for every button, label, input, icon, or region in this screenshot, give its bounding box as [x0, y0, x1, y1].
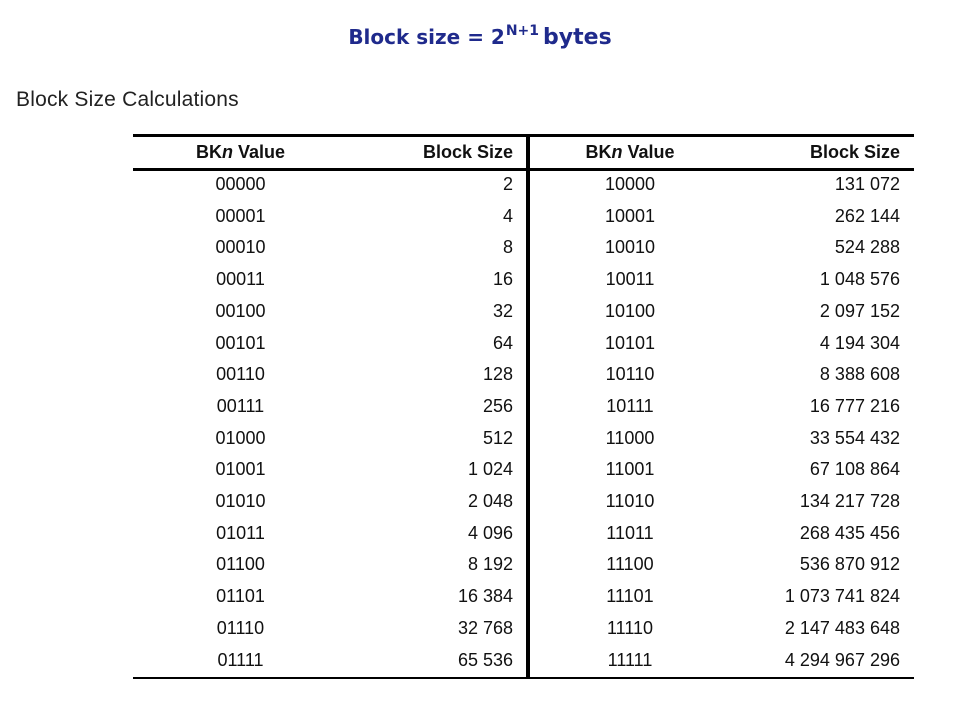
- table-row: 00001 4 10001 262 144: [133, 203, 914, 235]
- column-divider: [526, 137, 530, 677]
- block-size-cell: 2: [502, 174, 513, 194]
- bkn-value-cell: 11011: [606, 522, 654, 543]
- block-size-cell: 32 768: [457, 617, 513, 638]
- bkn-value-cell: 00010: [215, 237, 266, 258]
- bkn-value-cell: 01101: [216, 586, 265, 607]
- block-size-cell: 1 024: [467, 459, 513, 480]
- block-size-cell: 8 388 608: [819, 364, 900, 385]
- header-bkn-value-right: BKn Value: [585, 142, 675, 162]
- title-unit: bytes: [543, 25, 612, 50]
- block-size-cell: 67 108 864: [809, 459, 900, 480]
- block-size-cell: 262 144: [834, 205, 900, 226]
- block-size-cell: 1 048 576: [819, 269, 900, 290]
- block-size-cell: 128: [482, 364, 513, 385]
- block-size-cell: 8 192: [467, 554, 513, 575]
- bkn-value-cell: 11101: [606, 586, 654, 607]
- title-prefix: Block size = 2: [348, 25, 505, 49]
- section-heading: Block Size Calculations: [16, 88, 239, 111]
- table-row: 00100 32 10100 2 097 152: [133, 298, 914, 330]
- block-size-cell: 8: [502, 237, 513, 258]
- block-size-cell: 16 777 216: [809, 395, 900, 416]
- block-size-cell: 524 288: [834, 237, 900, 258]
- block-size-cell: 4: [502, 205, 513, 226]
- table-row: 00111 256 10111 16 777 216: [133, 393, 914, 425]
- block-size-cell: 512: [482, 427, 513, 448]
- header-block-size-left: Block Size: [422, 142, 513, 162]
- bkn-value-cell: 10011: [605, 269, 655, 290]
- table-row: 01010 2 048 11010 134 217 728: [133, 488, 914, 520]
- block-size-cell: 134 217 728: [799, 491, 900, 511]
- bkn-value-cell: 01110: [216, 617, 265, 638]
- title-superscript: N+1: [505, 23, 540, 39]
- bkn-value-cell: 01111: [217, 649, 264, 670]
- bkn-value-cell: 01000: [215, 427, 266, 448]
- table-row: 00010 8 10010 524 288: [133, 234, 914, 266]
- block-size-cell: 2 097 152: [819, 300, 900, 321]
- bkn-value-cell: 00100: [215, 300, 266, 321]
- block-size-cell: 268 435 456: [799, 522, 900, 543]
- table-row: 01000 512 11000 33 554 432: [133, 425, 914, 457]
- bkn-value-cell: 11010: [605, 491, 655, 511]
- bkn-value-cell: 01001: [215, 459, 266, 480]
- block-size-cell: 4 194 304: [819, 332, 900, 353]
- slide-title: Block size = 2N+1 bytes: [0, 22, 960, 55]
- bkn-value-cell: 10000: [604, 174, 656, 194]
- bkn-value-cell: 10101: [604, 332, 656, 353]
- block-size-cell: 2 048: [467, 491, 513, 511]
- block-size-cell: 32: [492, 300, 513, 321]
- header-bkn-value-left: BKn Value: [195, 142, 286, 162]
- block-size-cell: 16: [492, 269, 513, 290]
- block-size-cell: 2 147 483 648: [784, 617, 900, 638]
- block-size-cell: 64: [492, 332, 513, 353]
- bkn-value-cell: 00000: [215, 174, 266, 194]
- block-size-cell: 536 870 912: [799, 554, 900, 575]
- bkn-value-cell: 01010: [215, 491, 266, 511]
- block-size-cell: 4 294 967 296: [784, 649, 900, 670]
- header-block-size-right: Block Size: [809, 142, 900, 162]
- block-size-cell: 33 554 432: [809, 427, 900, 448]
- bkn-value-cell: 00011: [216, 269, 265, 290]
- bkn-value-cell: 11110: [606, 617, 654, 638]
- block-size-cell: 131 072: [834, 174, 900, 194]
- block-size-cell: 256: [482, 395, 513, 416]
- bkn-value-cell: 01100: [216, 554, 265, 575]
- bkn-value-cell: 11001: [605, 459, 655, 480]
- bkn-value-cell: 00101: [215, 332, 266, 353]
- bkn-value-cell: 10100: [604, 300, 656, 321]
- bkn-value-cell: 10110: [605, 364, 655, 385]
- table-row: 01001 1 024 11001 67 108 864: [133, 456, 914, 488]
- bkn-value-cell: 11111: [607, 649, 653, 670]
- bkn-value-cell: 00111: [216, 395, 265, 416]
- bkn-value-cell: 01011: [216, 522, 265, 543]
- table-row: 01101 16 384 11101 1 073 741 824: [133, 583, 914, 615]
- table-row: 01100 8 192 11100 536 870 912: [133, 551, 914, 583]
- bkn-value-cell: 10111: [606, 395, 654, 416]
- bkn-value-cell: 10001: [604, 205, 656, 226]
- bkn-value-cell: 11000: [605, 427, 655, 448]
- block-size-cell: 1 073 741 824: [784, 586, 900, 607]
- table-row: 00101 64 10101 4 194 304: [133, 330, 914, 362]
- table-row: 00011 16 10011 1 048 576: [133, 266, 914, 298]
- table-row: 01011 4 096 11011 268 435 456: [133, 520, 914, 552]
- block-size-cell: 4 096: [467, 522, 513, 543]
- table-row: 00000 2 10000 131 072: [133, 171, 914, 203]
- block-size-cell: 16 384: [457, 586, 513, 607]
- bkn-value-cell: 00110: [216, 364, 265, 385]
- bkn-value-cell: 11100: [606, 554, 654, 575]
- bkn-value-cell: 10010: [604, 237, 656, 258]
- block-size-cell: 65 536: [457, 649, 513, 670]
- table-row: 01110 32 768 11110 2 147 483 648: [133, 615, 914, 647]
- table-row: 00110 128 10110 8 388 608: [133, 361, 914, 393]
- bkn-value-cell: 00001: [215, 205, 266, 226]
- table-row: 01111 65 536 11111 4 294 967 296: [133, 647, 914, 679]
- table-header-row: BKn Value Block Size BKn Value Block Siz…: [133, 137, 914, 171]
- block-size-table: BKn Value Block Size BKn Value Block Siz…: [133, 134, 914, 679]
